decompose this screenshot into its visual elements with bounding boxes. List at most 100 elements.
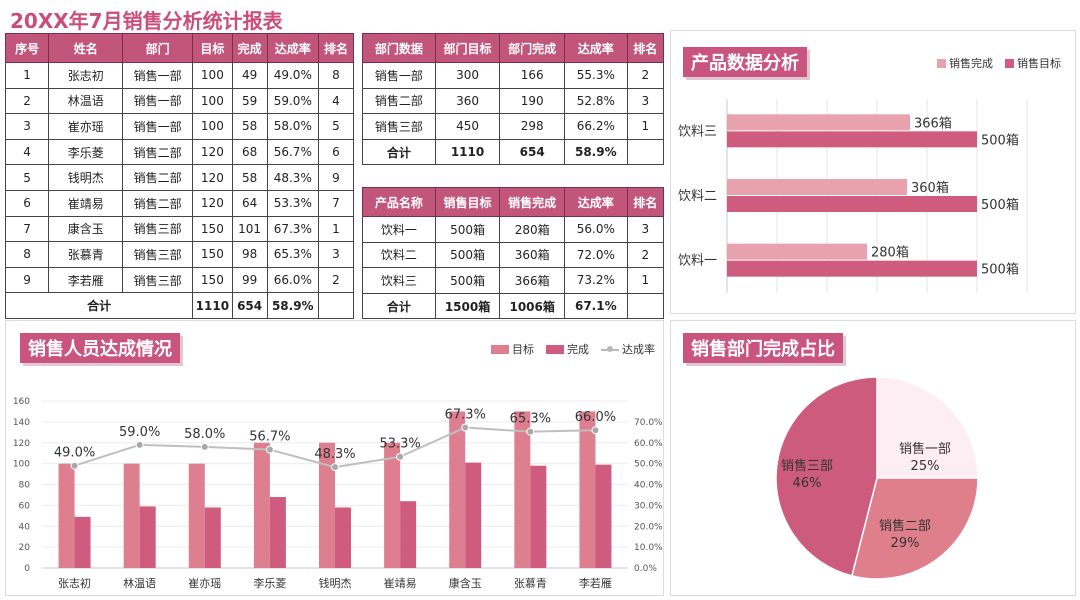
x-tick-label: 李若雁 <box>579 576 612 590</box>
legend-label-rate: 达成率 <box>622 343 655 356</box>
t3-cell: 72.0% <box>564 241 628 269</box>
t3-cell: 360箱 <box>499 241 565 269</box>
t1-cell: 100 <box>192 113 233 140</box>
t1-cell: 销售三部 <box>122 266 194 294</box>
t1-cell: 6 <box>4 189 50 217</box>
pie-name-label: 销售一部 <box>899 441 951 457</box>
legend-swatch-target2 <box>491 344 509 354</box>
t2-total-cell: 654 <box>499 138 565 166</box>
y-tick-label: 0 <box>24 564 30 574</box>
t2-cell: 2 <box>626 62 665 89</box>
bar-target <box>253 442 270 568</box>
bar-done <box>139 506 156 568</box>
t2-header-cell: 部门完成 <box>499 33 565 63</box>
t1-cell: 58 <box>231 113 268 140</box>
table-row: 饮料二 500箱 360箱 72.0% 2 <box>362 241 665 269</box>
rate-label: 59.0% <box>119 425 160 440</box>
table-row: 销售三部 450 298 66.2% 1 <box>362 113 665 140</box>
t3-header-cell: 销售目标 <box>434 187 501 217</box>
t3-cell: 500箱 <box>434 267 501 294</box>
bar-done <box>465 462 482 568</box>
table-row: 4 李乐菱 销售二部 120 68 56.7% 6 <box>4 138 355 166</box>
t1-cell: 100 <box>192 62 233 89</box>
t1-cell: 64 <box>231 189 268 217</box>
t3-total-cell: 1500箱 <box>434 292 501 320</box>
x-tick-label: 钱明杰 <box>319 576 352 590</box>
t1-header-cell: 部门 <box>122 33 194 63</box>
rate-point <box>461 423 470 432</box>
y2-tick-label: 70.0% <box>634 418 663 428</box>
bar-target <box>58 463 75 568</box>
t3-total-cell: 合计 <box>362 292 436 320</box>
t1-cell: 林温语 <box>48 87 124 115</box>
legend-label-target: 销售目标 <box>1017 57 1061 70</box>
table-row: 5 钱明杰 销售二部 120 58 48.3% 9 <box>4 164 355 191</box>
t1-cell: 4 <box>4 138 50 166</box>
t1-cell: 康含玉 <box>48 215 124 243</box>
t2-total-cell <box>626 138 665 166</box>
bar-done <box>595 464 612 568</box>
page-title: 20XX年7月销售分析统计报表 <box>10 9 283 33</box>
rate-point <box>135 440 144 449</box>
t2-cell: 销售一部 <box>362 62 436 89</box>
t1-cell: 67.3% <box>266 215 319 243</box>
t1-cell: 9 <box>317 164 355 191</box>
t3-cell: 500箱 <box>434 241 501 269</box>
t2-header-cell: 部门目标 <box>434 33 501 63</box>
t1-header-cell: 排名 <box>317 33 355 63</box>
t1-cell: 销售三部 <box>122 241 194 268</box>
t2-cell: 1 <box>626 113 665 140</box>
rate-label: 56.7% <box>249 430 290 445</box>
product-panel-title: 产品数据分析 <box>683 47 807 77</box>
t1-cell: 66.0% <box>266 266 319 294</box>
y-tick-label: 120 <box>13 439 30 449</box>
bar-target <box>727 196 977 212</box>
t1-header-cell: 序号 <box>4 33 50 63</box>
t2-cell: 300 <box>434 62 501 89</box>
y2-tick-label: 0.0% <box>634 564 657 574</box>
t3-cell: 饮料一 <box>362 216 436 243</box>
t3-header-cell: 销售完成 <box>499 187 565 217</box>
t1-cell: 48.3% <box>266 164 319 191</box>
t1-cell: 49.0% <box>266 62 319 89</box>
t2-header-cell: 排名 <box>626 33 665 63</box>
t2-cell: 450 <box>434 113 501 140</box>
rate-point <box>200 442 209 451</box>
t3-cell: 3 <box>626 216 665 243</box>
y2-tick-label: 50.0% <box>634 460 663 470</box>
rate-label: 65.3% <box>510 412 551 427</box>
sales-panel-title: 销售人员达成情况 <box>20 333 180 363</box>
t3-cell: 饮料二 <box>362 241 436 269</box>
t2-cell: 55.3% <box>564 62 628 89</box>
t1-cell: 8 <box>4 241 50 268</box>
dept-pie-chart: 销售一部 25% 销售二部 29% 销售三部 46% <box>775 376 979 580</box>
data-label: 500箱 <box>981 197 1019 213</box>
t1-cell: 销售二部 <box>122 138 194 166</box>
t3-cell: 500箱 <box>434 216 501 243</box>
bar-target <box>319 442 335 568</box>
t1-cell: 120 <box>192 189 233 217</box>
t1-cell: 59 <box>231 87 268 115</box>
t1-cell: 9 <box>4 266 50 294</box>
t1-cell: 销售三部 <box>122 215 194 243</box>
table-total-row: 合计 1110 654 58.9% <box>362 138 665 166</box>
t3-header-cell: 达成率 <box>564 187 628 217</box>
t1-cell: 100 <box>192 87 233 115</box>
t2-total-cell: 合计 <box>362 138 436 166</box>
t1-cell: 7 <box>317 189 355 217</box>
y-tick-label: 20 <box>19 543 31 553</box>
x-tick-label: 崔靖易 <box>384 576 417 590</box>
pie-name-label: 销售二部 <box>879 518 931 534</box>
bar-target <box>579 411 596 568</box>
table-row: 销售一部 300 166 55.3% 2 <box>362 62 665 89</box>
t1-header-cell: 完成 <box>231 33 268 63</box>
rate-point <box>526 427 535 436</box>
rate-point <box>70 461 79 470</box>
x-tick-label: 张志初 <box>58 576 91 590</box>
t1-header-cell: 达成率 <box>266 33 319 63</box>
t1-cell: 李乐菱 <box>48 138 124 166</box>
y-tick-label: 60 <box>19 501 31 511</box>
rate-point <box>396 452 405 461</box>
t1-cell: 101 <box>231 215 268 243</box>
bar-done <box>530 465 547 568</box>
